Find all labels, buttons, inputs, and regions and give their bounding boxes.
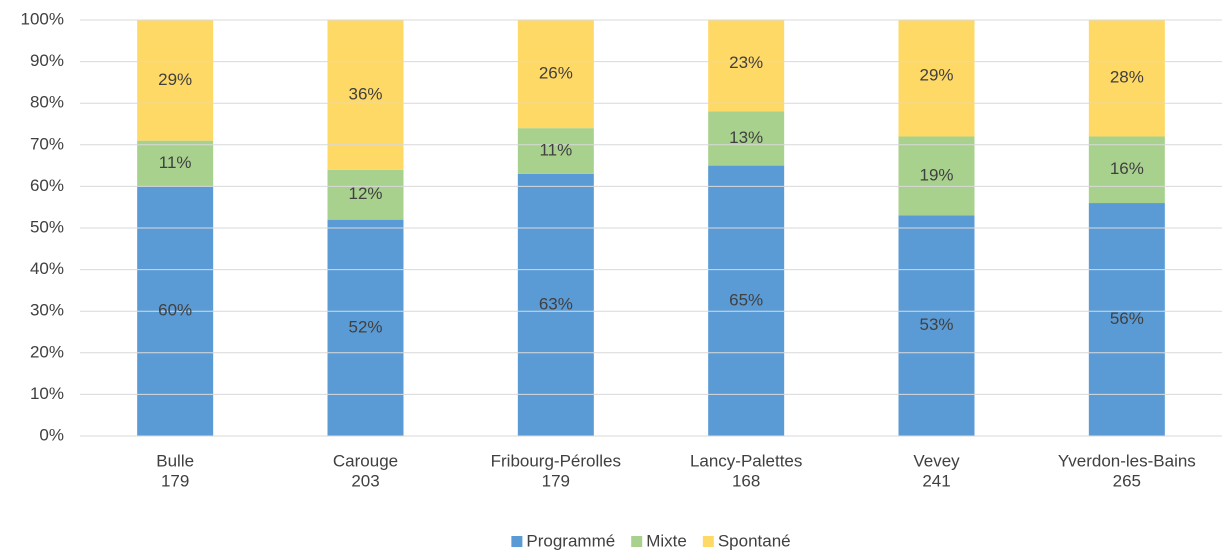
y-tick-label: 50% (30, 217, 64, 236)
x-tick-sublabel: 203 (351, 471, 379, 490)
legend-label: Spontané (718, 531, 791, 550)
y-tick-label: 40% (30, 259, 64, 278)
bar-segment (898, 20, 975, 137)
y-tick-label: 90% (30, 51, 64, 70)
y-tick-label: 70% (30, 134, 64, 153)
y-tick-label: 60% (30, 176, 64, 195)
data-label: 28% (1110, 68, 1144, 87)
data-label: 63% (539, 294, 573, 313)
x-tick-label: Carouge (333, 451, 398, 470)
data-label: 11% (539, 141, 572, 160)
x-tick-label: Yverdon-les-Bains (1058, 451, 1196, 470)
x-tick-sublabel: 179 (542, 471, 570, 490)
legend-label: Programmé (526, 531, 615, 550)
data-label: 12% (348, 184, 382, 203)
bar-segment (708, 165, 785, 436)
y-tick-label: 100% (21, 9, 64, 28)
data-label: 65% (729, 290, 763, 309)
data-label: 29% (919, 66, 953, 85)
data-label: 52% (348, 317, 382, 336)
y-tick-label: 0% (39, 425, 64, 444)
y-tick-label: 10% (30, 384, 64, 403)
data-label: 16% (1110, 159, 1144, 178)
data-label: 36% (348, 84, 382, 103)
x-tick-sublabel: 241 (922, 471, 950, 490)
y-tick-label: 30% (30, 301, 64, 320)
bar-segment (708, 20, 785, 112)
legend: Programmé Mixte Spontané (511, 531, 791, 550)
data-label: 19% (919, 165, 953, 184)
x-tick-label: Lancy-Palettes (690, 451, 802, 470)
data-label: 60% (158, 301, 192, 320)
data-label: 13% (729, 128, 763, 147)
data-label: 11% (159, 153, 192, 172)
bar-segment (327, 219, 404, 436)
y-tick-label: 20% (30, 342, 64, 361)
y-tick-label: 80% (30, 93, 64, 112)
bar-segment (1088, 203, 1165, 436)
bar-segment (137, 140, 214, 187)
plot-area (137, 20, 1165, 436)
bar-segment (517, 173, 594, 436)
x-tick-sublabel: 179 (161, 471, 189, 490)
bar-segment (517, 128, 594, 174)
data-label: 29% (158, 70, 192, 89)
bar-segment (1088, 136, 1165, 204)
x-tick-sublabel: 168 (732, 471, 760, 490)
bar-segment (327, 169, 404, 220)
x-tick-label: Vevey (913, 451, 960, 470)
legend-marker (631, 536, 643, 547)
x-tick-label: Fribourg-Pérolles (491, 451, 621, 470)
x-tick-sublabel: 265 (1113, 471, 1141, 490)
bar-segment (137, 20, 214, 141)
bar-segment (517, 20, 594, 129)
bar-segment (898, 136, 975, 216)
bar-segment (1088, 20, 1165, 137)
data-label: 26% (539, 64, 573, 83)
data-label: 56% (1110, 309, 1144, 328)
bar-segment (898, 215, 975, 436)
data-label: 23% (729, 53, 763, 72)
data-label: 53% (919, 315, 953, 334)
legend-marker (511, 536, 523, 547)
legend-label: Mixte (646, 531, 687, 550)
bar-segment (708, 111, 785, 166)
x-tick-label: Bulle (156, 451, 194, 470)
legend-marker (702, 536, 714, 547)
